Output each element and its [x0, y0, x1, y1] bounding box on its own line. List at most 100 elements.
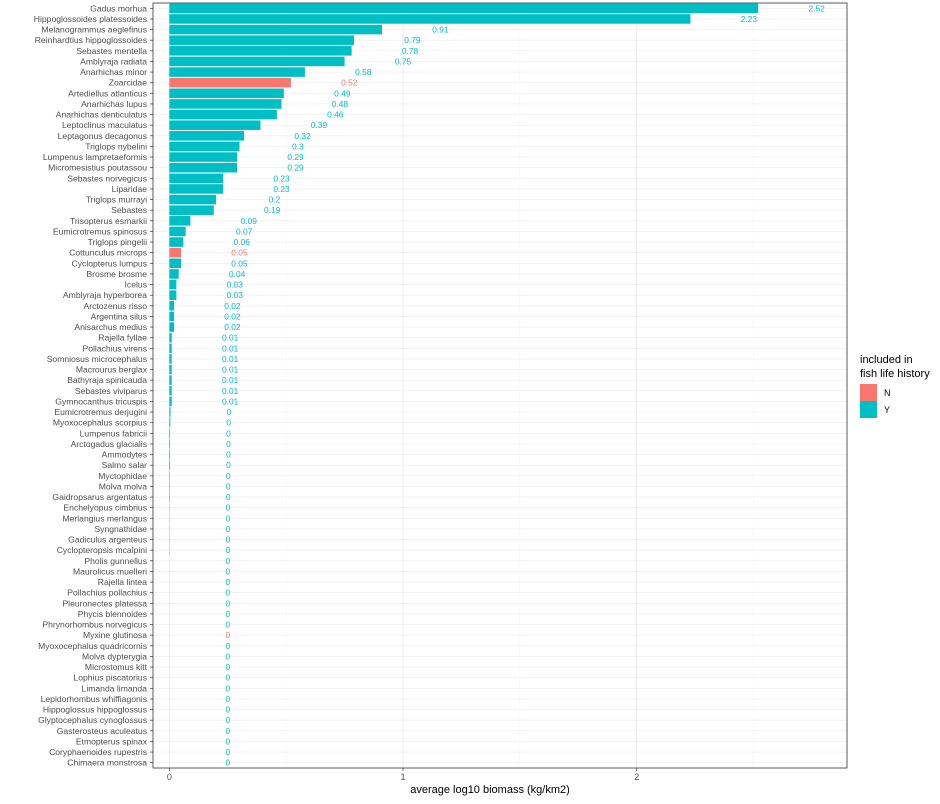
data-label: 0 [226, 535, 231, 545]
bar [169, 110, 276, 120]
category-label: Eumicrotremus derjugini [54, 407, 147, 417]
data-label: 0.05 [231, 258, 248, 268]
data-label: 0.01 [222, 375, 239, 385]
bar [169, 375, 171, 385]
category-label: Pleuronectes platessa [62, 598, 147, 608]
category-label: Macrourus berglax [76, 365, 148, 375]
data-label: 0.01 [222, 386, 239, 396]
bar [169, 131, 244, 141]
category-label: Myoxocephalus scorpius [53, 418, 147, 428]
category-label: Myoxocephalus quadricornis [38, 641, 147, 651]
data-label: 0 [226, 418, 231, 428]
category-label: Phycis blennoides [78, 609, 147, 619]
category-label: Pholis gunnellus [84, 556, 147, 566]
bar [169, 216, 190, 226]
category-label: Amblyraja radiata [80, 56, 147, 66]
category-label: Sebastes mentella [76, 46, 147, 56]
category-label: Cyclopteropsis mcalpini [57, 545, 147, 555]
bar [169, 429, 170, 439]
data-label: 0 [226, 492, 231, 502]
data-label: 0 [225, 609, 230, 619]
category-label: Somniosus microcephalus [47, 354, 147, 364]
data-label: 0.02 [224, 322, 241, 332]
bar [169, 259, 181, 269]
category-label: Trisopterus esmarkii [70, 216, 147, 226]
category-label: Cottunculus microps [69, 248, 147, 258]
data-label: 0.02 [224, 301, 241, 311]
data-label: 0 [226, 450, 231, 460]
category-label: Syngnathidae [94, 524, 147, 534]
data-label: 0 [225, 588, 230, 598]
data-label: 0.23 [273, 184, 290, 194]
category-label: Anarhichas minor [80, 67, 147, 77]
category-label: Amblyraja hyperborea [63, 290, 147, 300]
legend-swatch-y [860, 401, 877, 418]
data-label: 0.29 [287, 152, 304, 162]
data-label: 0.46 [327, 110, 344, 120]
category-label: Chimaera monstrosa [67, 758, 147, 768]
data-label: 0 [226, 428, 231, 438]
category-label: Sebastes [111, 205, 147, 215]
bar [169, 301, 174, 311]
category-label: Gaidropsarus argentatus [52, 492, 147, 502]
category-label: Etmopterus spinax [76, 736, 148, 746]
x-axis-title: average log10 biomass (kg/km2) [410, 784, 570, 796]
category-label: Molva dypterygia [82, 651, 147, 661]
data-label: 0.07 [236, 226, 253, 236]
bar [169, 120, 260, 130]
bar [169, 450, 170, 460]
bar [169, 152, 237, 162]
category-label: Ammodytes [102, 450, 147, 460]
bar [169, 237, 183, 247]
category-label: Argentina silus [91, 311, 147, 321]
bar [169, 248, 181, 258]
category-label: Artediellus atlanticus [68, 88, 147, 98]
category-label: Lepidorhombus whiffiagonis [41, 694, 147, 704]
data-label: 0 [225, 566, 230, 576]
category-label: Microstomus kitt [85, 662, 148, 672]
category-label: Gadiculus argenteus [68, 535, 147, 545]
data-label: 0.03 [227, 290, 244, 300]
data-label: 0.3 [292, 141, 304, 151]
bar [169, 184, 223, 194]
category-label: Arctozenus risso [83, 301, 147, 311]
data-label: 0 [226, 524, 231, 534]
category-label: Leptagonus decagonus [58, 131, 147, 141]
category-label: Melanogrammus aeglefinus [41, 25, 147, 35]
data-label: 0 [225, 577, 230, 587]
bar [169, 163, 237, 173]
category-label: Cyclopterus lumpus [72, 258, 147, 268]
bar [169, 174, 223, 184]
data-label: 0.58 [355, 67, 372, 77]
data-label: 0 [226, 439, 231, 449]
bar [169, 227, 185, 237]
data-label: 0 [226, 503, 231, 513]
category-label: Liparidae [112, 184, 148, 194]
category-label: Triglops murrayi [86, 195, 147, 205]
category-label: Zoarcidae [109, 78, 147, 88]
data-label: 0 [225, 715, 230, 725]
data-label: 0.09 [241, 216, 258, 226]
data-label: 0.01 [222, 354, 239, 364]
data-label: 0 [225, 641, 230, 651]
data-label: 0.91 [432, 25, 449, 35]
bar [169, 418, 170, 428]
category-label: Lumpenus fabricii [80, 428, 147, 438]
bar [169, 4, 758, 14]
category-label: Coryphaenoides rupestris [49, 747, 147, 757]
category-label: Lophius piscatorius [73, 673, 147, 683]
bar [169, 312, 174, 322]
category-label: Leptoclinus maculatus [62, 120, 147, 130]
category-label: Icelus [125, 280, 147, 290]
bar [169, 365, 171, 375]
bar [169, 89, 283, 99]
data-label: 0.32 [294, 131, 311, 141]
category-label: Pollachius pollachius [67, 588, 147, 598]
category-label: Molva molva [99, 481, 147, 491]
bar [169, 269, 178, 279]
data-label: 0 [225, 630, 230, 640]
data-label: 0 [225, 598, 230, 608]
